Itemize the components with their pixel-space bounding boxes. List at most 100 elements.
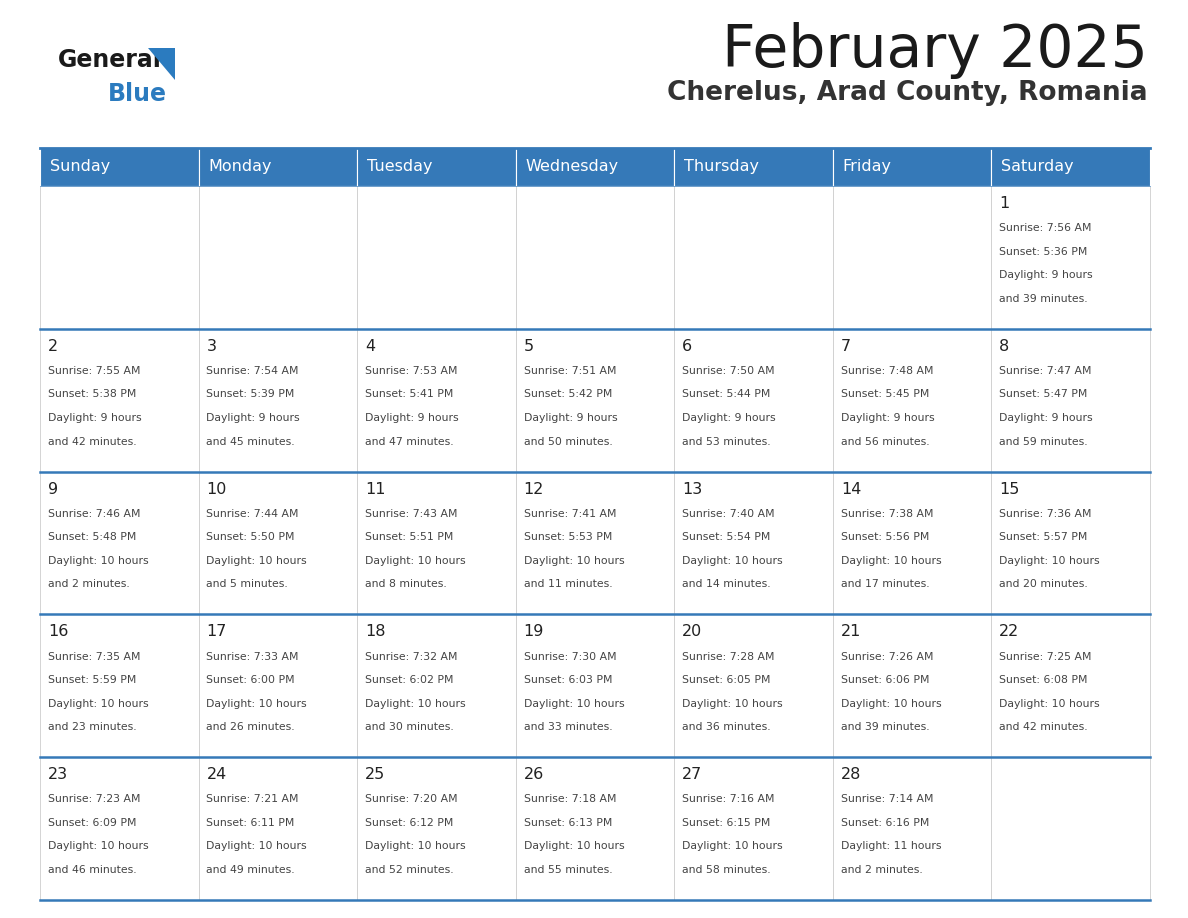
Text: Sunrise: 7:20 AM: Sunrise: 7:20 AM <box>365 794 457 804</box>
Text: and 39 minutes.: and 39 minutes. <box>999 294 1088 304</box>
Text: Tuesday: Tuesday <box>367 160 432 174</box>
Text: 7: 7 <box>841 339 851 353</box>
Text: Sunrise: 7:35 AM: Sunrise: 7:35 AM <box>48 652 140 662</box>
Text: Daylight: 10 hours: Daylight: 10 hours <box>365 842 466 852</box>
Bar <box>358 148 516 186</box>
Text: Daylight: 10 hours: Daylight: 10 hours <box>841 556 941 565</box>
Text: Sunrise: 7:25 AM: Sunrise: 7:25 AM <box>999 652 1092 662</box>
Text: 28: 28 <box>841 767 861 782</box>
Text: and 33 minutes.: and 33 minutes. <box>524 722 612 733</box>
Text: Daylight: 10 hours: Daylight: 10 hours <box>48 842 148 852</box>
Bar <box>833 472 992 614</box>
Text: General: General <box>58 48 162 72</box>
Text: Daylight: 10 hours: Daylight: 10 hours <box>999 699 1100 709</box>
Bar <box>40 186 198 329</box>
Text: 17: 17 <box>207 624 227 640</box>
Text: Daylight: 10 hours: Daylight: 10 hours <box>841 699 941 709</box>
Bar <box>198 757 358 900</box>
Text: Sunrise: 7:44 AM: Sunrise: 7:44 AM <box>207 509 299 519</box>
Text: Sunrise: 7:55 AM: Sunrise: 7:55 AM <box>48 366 140 376</box>
Text: Sunrise: 7:46 AM: Sunrise: 7:46 AM <box>48 509 140 519</box>
Text: Blue: Blue <box>108 82 168 106</box>
Text: Friday: Friday <box>842 160 891 174</box>
Text: Sunrise: 7:43 AM: Sunrise: 7:43 AM <box>365 509 457 519</box>
Text: and 39 minutes.: and 39 minutes. <box>841 722 929 733</box>
Text: Sunset: 5:54 PM: Sunset: 5:54 PM <box>682 532 771 543</box>
Text: Sunset: 5:41 PM: Sunset: 5:41 PM <box>365 389 454 399</box>
Text: Sunset: 6:09 PM: Sunset: 6:09 PM <box>48 818 137 828</box>
Text: Sunset: 5:45 PM: Sunset: 5:45 PM <box>841 389 929 399</box>
Text: 27: 27 <box>682 767 702 782</box>
Text: Sunset: 6:05 PM: Sunset: 6:05 PM <box>682 675 771 685</box>
Text: 19: 19 <box>524 624 544 640</box>
Text: 18: 18 <box>365 624 386 640</box>
Bar <box>675 614 833 757</box>
Text: Daylight: 10 hours: Daylight: 10 hours <box>524 842 624 852</box>
Bar <box>40 472 198 614</box>
Text: Sunrise: 7:32 AM: Sunrise: 7:32 AM <box>365 652 457 662</box>
Text: Daylight: 11 hours: Daylight: 11 hours <box>841 842 941 852</box>
Text: Sunrise: 7:14 AM: Sunrise: 7:14 AM <box>841 794 934 804</box>
Text: Sunrise: 7:21 AM: Sunrise: 7:21 AM <box>207 794 299 804</box>
Bar <box>992 186 1150 329</box>
Text: Thursday: Thursday <box>684 160 759 174</box>
Text: 20: 20 <box>682 624 702 640</box>
Text: Sunrise: 7:36 AM: Sunrise: 7:36 AM <box>999 509 1092 519</box>
Text: Sunset: 5:42 PM: Sunset: 5:42 PM <box>524 389 612 399</box>
Text: Sunrise: 7:41 AM: Sunrise: 7:41 AM <box>524 509 617 519</box>
Bar <box>516 757 675 900</box>
Bar <box>358 472 516 614</box>
Text: Daylight: 9 hours: Daylight: 9 hours <box>999 270 1093 280</box>
Text: and 20 minutes.: and 20 minutes. <box>999 579 1088 589</box>
Text: Sunrise: 7:26 AM: Sunrise: 7:26 AM <box>841 652 934 662</box>
Text: 24: 24 <box>207 767 227 782</box>
Text: Sunset: 6:08 PM: Sunset: 6:08 PM <box>999 675 1088 685</box>
Text: 5: 5 <box>524 339 533 353</box>
Text: and 46 minutes.: and 46 minutes. <box>48 865 137 875</box>
Text: Daylight: 10 hours: Daylight: 10 hours <box>524 699 624 709</box>
Text: and 50 minutes.: and 50 minutes. <box>524 437 612 447</box>
Text: and 8 minutes.: and 8 minutes. <box>365 579 447 589</box>
Text: Sunrise: 7:28 AM: Sunrise: 7:28 AM <box>682 652 775 662</box>
Text: Daylight: 10 hours: Daylight: 10 hours <box>207 556 308 565</box>
Text: and 47 minutes.: and 47 minutes. <box>365 437 454 447</box>
Text: and 5 minutes.: and 5 minutes. <box>207 579 289 589</box>
Bar <box>992 757 1150 900</box>
Bar <box>992 614 1150 757</box>
Text: Monday: Monday <box>208 160 272 174</box>
Bar <box>516 329 675 472</box>
Bar <box>358 329 516 472</box>
Text: Sunrise: 7:38 AM: Sunrise: 7:38 AM <box>841 509 934 519</box>
Text: Sunset: 5:56 PM: Sunset: 5:56 PM <box>841 532 929 543</box>
Bar <box>516 614 675 757</box>
Bar <box>675 148 833 186</box>
Text: Daylight: 10 hours: Daylight: 10 hours <box>365 556 466 565</box>
Text: Sunrise: 7:56 AM: Sunrise: 7:56 AM <box>999 223 1092 233</box>
Text: 16: 16 <box>48 624 68 640</box>
Bar <box>675 186 833 329</box>
Text: 26: 26 <box>524 767 544 782</box>
Text: Sunset: 5:51 PM: Sunset: 5:51 PM <box>365 532 454 543</box>
Text: 10: 10 <box>207 482 227 497</box>
Text: 22: 22 <box>999 624 1019 640</box>
Text: Sunrise: 7:47 AM: Sunrise: 7:47 AM <box>999 366 1092 376</box>
Bar <box>40 329 198 472</box>
Text: and 14 minutes.: and 14 minutes. <box>682 579 771 589</box>
Bar <box>40 148 198 186</box>
Text: and 42 minutes.: and 42 minutes. <box>999 722 1088 733</box>
Bar <box>358 614 516 757</box>
Text: Saturday: Saturday <box>1001 160 1074 174</box>
Bar <box>675 329 833 472</box>
Bar <box>833 186 992 329</box>
Bar <box>833 757 992 900</box>
Text: Daylight: 10 hours: Daylight: 10 hours <box>207 699 308 709</box>
Text: February 2025: February 2025 <box>722 22 1148 79</box>
Bar <box>358 757 516 900</box>
Text: Daylight: 10 hours: Daylight: 10 hours <box>365 699 466 709</box>
Text: Sunset: 5:48 PM: Sunset: 5:48 PM <box>48 532 137 543</box>
Text: 23: 23 <box>48 767 68 782</box>
Text: and 23 minutes.: and 23 minutes. <box>48 722 137 733</box>
Text: Sunset: 5:59 PM: Sunset: 5:59 PM <box>48 675 137 685</box>
Text: Sunset: 6:16 PM: Sunset: 6:16 PM <box>841 818 929 828</box>
Text: Daylight: 9 hours: Daylight: 9 hours <box>48 413 141 423</box>
